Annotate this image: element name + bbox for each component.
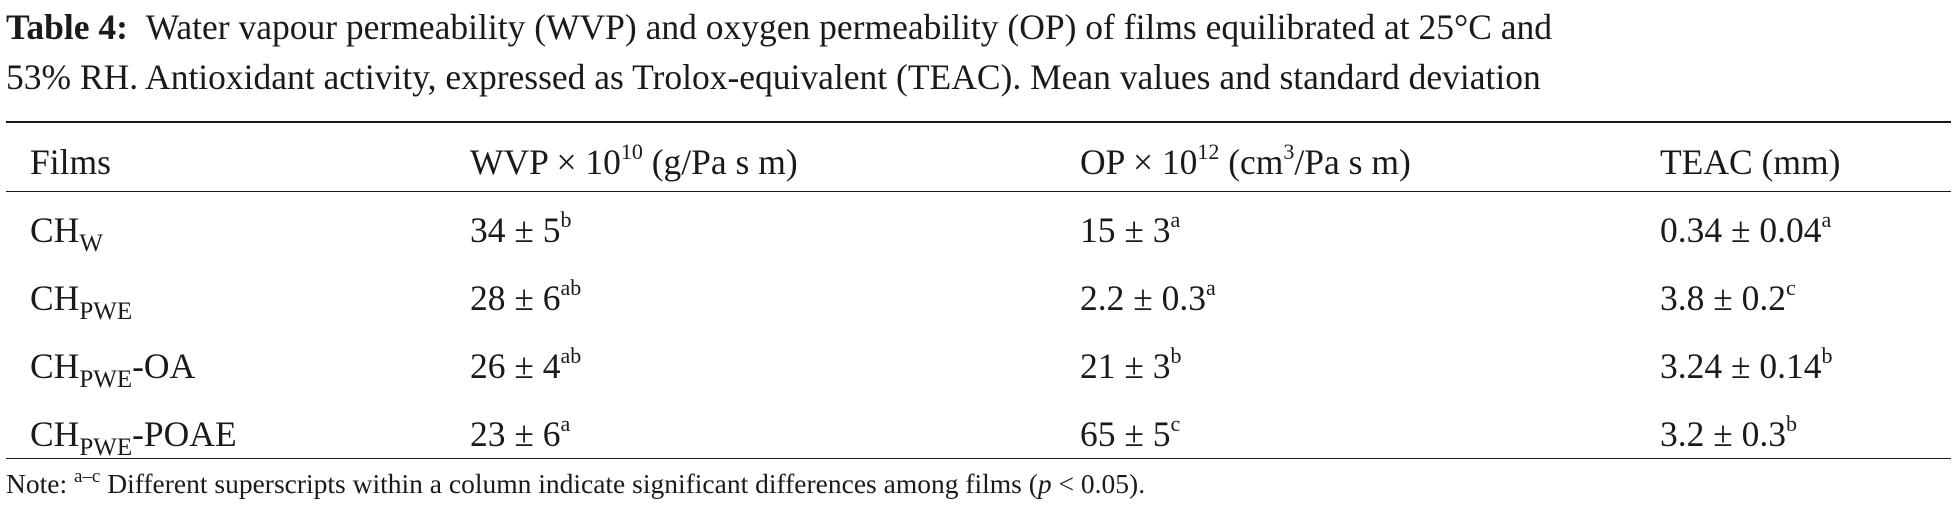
row-3-wvp: 26 ± 4ab [470,343,582,387]
teac-value: 3.24 ± 0.14 [1660,346,1822,386]
row-1-teac: 0.34 ± 0.04a [1660,207,1832,251]
row-4-film: CHPWE-POAE [30,414,237,460]
op-superscript: b [1170,343,1182,368]
header-teac: TEAC (mm) [1660,142,1841,182]
row-1-op: 15 ± 3a [1080,207,1181,251]
caption-line-2: 53% RH. Antioxidant activity, expressed … [6,57,1541,97]
op-value: 2.2 ± 0.3 [1080,278,1206,318]
bottom-rule [6,458,1951,459]
note-text: Different superscripts within a column i… [100,468,1038,499]
top-rule [6,121,1951,123]
header-op-prefix: OP × 10 [1080,142,1198,182]
note-end: < 0.05). [1051,468,1146,499]
row-3-film: CHPWE-OA [30,346,196,392]
header-wvp-prefix: WVP × 10 [470,142,621,182]
film-base: CH [30,414,80,454]
header-wvp-unit: (g/Pa s m) [642,142,798,182]
teac-superscript: b [1821,343,1833,368]
film-suffix: -POAE [132,414,237,454]
row-1-wvp: 34 ± 5b [470,207,572,251]
row-2-op: 2.2 ± 0.3a [1080,275,1216,319]
row-3-teac: 3.24 ± 0.14b [1660,343,1833,387]
row-2-film: CHPWE [30,278,132,324]
wvp-superscript: a [560,411,571,436]
row-4-teac: 3.2 ± 0.3b [1660,411,1797,455]
wvp-value: 34 ± 5 [470,210,561,250]
note-prefix: Note: [6,468,74,499]
op-value: 15 ± 3 [1080,210,1171,250]
row-1-film: CHW [30,210,103,256]
teac-value: 3.8 ± 0.2 [1660,278,1786,318]
film-subscript: W [79,230,103,257]
teac-superscript: a [1821,207,1832,232]
film-subscript: PWE [79,366,133,393]
teac-value: 3.2 ± 0.3 [1660,414,1786,454]
op-superscript: c [1170,411,1181,436]
film-base: CH [30,278,80,318]
note-p-symbol: p [1037,468,1052,499]
caption-label: Table 4: [6,7,128,47]
row-2-teac: 3.8 ± 0.2c [1660,275,1796,319]
op-value: 65 ± 5 [1080,414,1171,454]
note-superscript: a–c [73,466,101,487]
header-wvp: WVP × 1010 (g/Pa s m) [470,139,798,183]
table-caption: Table 4: Water vapour permeability (WVP)… [6,2,1951,102]
header-films: Films [30,142,111,182]
row-3-op: 21 ± 3b [1080,343,1182,387]
caption-text-1: Water vapour permeability (WVP) and oxyg… [145,7,1553,47]
header-op-unit-b: /Pa s m) [1294,142,1411,182]
header-rule [6,191,1951,192]
film-base: CH [30,346,80,386]
wvp-value: 28 ± 6 [470,278,561,318]
wvp-superscript: ab [560,343,582,368]
table-note: Note: a–c Different superscripts within … [6,467,1145,501]
op-value: 21 ± 3 [1080,346,1171,386]
wvp-superscript: b [560,207,572,232]
film-subscript: PWE [79,298,133,325]
teac-superscript: c [1785,275,1796,300]
caption-line-1: Table 4: Water vapour permeability (WVP)… [6,2,1951,52]
teac-value: 0.34 ± 0.04 [1660,210,1822,250]
wvp-value: 26 ± 4 [470,346,561,386]
row-4-wvp: 23 ± 6a [470,411,571,455]
film-subscript: PWE [79,434,133,461]
header-op-exponent: 12 [1197,139,1220,164]
wvp-superscript: ab [560,275,582,300]
header-op: OP × 1012 (cm3/Pa s m) [1080,139,1411,183]
film-base: CH [30,210,80,250]
row-2-wvp: 28 ± 6ab [470,275,582,319]
row-4-op: 65 ± 5c [1080,411,1181,455]
header-op-unit-exponent: 3 [1283,139,1295,164]
film-suffix: -OA [132,346,196,386]
op-superscript: a [1170,207,1181,232]
header-wvp-exponent: 10 [620,139,643,164]
teac-superscript: b [1785,411,1797,436]
op-superscript: a [1205,275,1216,300]
header-op-unit-a: (cm [1219,142,1284,182]
wvp-value: 23 ± 6 [470,414,561,454]
